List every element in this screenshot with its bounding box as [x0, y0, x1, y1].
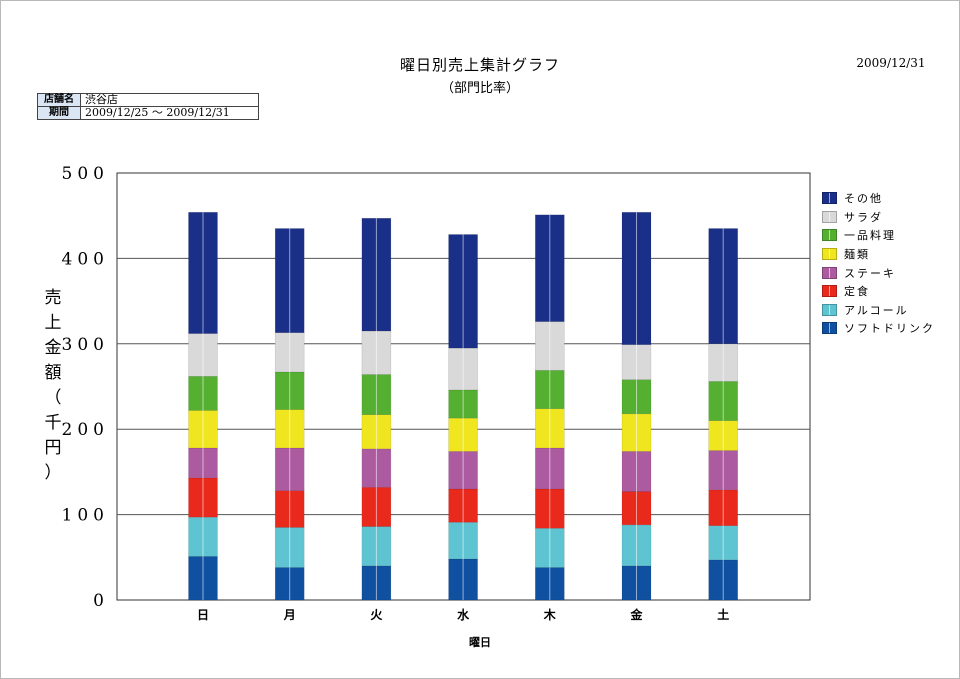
legend-label: その他 — [844, 192, 883, 206]
info-value-period: 2009/12/25 〜 2009/12/31 — [80, 106, 259, 120]
y-axis-label-char: ） — [44, 463, 62, 483]
y-axis-label-char: 円 — [44, 438, 62, 458]
legend-item: サラダ — [822, 208, 935, 227]
legend-swatch — [822, 266, 837, 279]
x-tick-label: 水 — [457, 607, 470, 622]
legend-item: 麺類 — [822, 245, 935, 264]
y-axis-label-char: 金 — [44, 338, 62, 358]
legend-item: 定食 — [822, 282, 935, 301]
legend-item: 一品料理 — [822, 226, 935, 245]
x-tick-label: 火 — [370, 608, 383, 622]
y-tick-label: 0 — [93, 591, 109, 611]
x-tick-label: 金 — [629, 607, 643, 622]
legend-swatch — [822, 248, 837, 261]
legend-swatch — [822, 192, 837, 205]
y-tick-label: 500 — [62, 164, 109, 184]
legend-label: 一品料理 — [844, 229, 896, 243]
y-axis-label-char: 上 — [44, 313, 62, 333]
info-row-period: 期間 2009/12/25 〜 2009/12/31 — [37, 106, 259, 120]
chart-title: 曜日別売上集計グラフ — [399, 56, 560, 74]
legend-swatch — [822, 303, 837, 316]
legend-item: ソフトドリンク — [822, 319, 935, 338]
y-tick-label: 100 — [62, 506, 109, 526]
legend-item: アルコール — [822, 301, 935, 320]
chart-subtitle: （部門比率） — [440, 81, 519, 96]
legend-label: 定食 — [844, 285, 870, 299]
legend-label: ソフトドリンク — [844, 322, 935, 336]
legend-swatch — [822, 210, 837, 223]
y-tick-label: 200 — [62, 420, 109, 440]
chart-legend: その他サラダ一品料理麺類ステーキ定食アルコールソフトドリンク — [822, 189, 935, 338]
y-tick-label: 400 — [62, 249, 109, 269]
legend-label: 麺類 — [844, 248, 870, 262]
legend-label: サラダ — [844, 210, 883, 224]
legend-label: ステーキ — [844, 266, 896, 280]
legend-label: アルコール — [844, 303, 909, 317]
x-axis-label: 曜日 — [469, 636, 491, 649]
legend-swatch — [822, 229, 837, 242]
legend-item: その他 — [822, 189, 935, 208]
x-tick-label: 日 — [197, 608, 209, 622]
info-row-store: 店舗名 渋谷店 — [37, 93, 259, 107]
legend-swatch — [822, 285, 837, 298]
y-axis-label: 売上金額 （ 千円 ） — [40, 286, 66, 486]
y-axis-label-char: 額 — [44, 363, 62, 383]
y-axis-label-char: 売 — [44, 288, 62, 308]
y-axis-label-char: （ — [44, 388, 62, 408]
x-tick-label: 土 — [717, 607, 729, 622]
report-date: 2009/12/31 — [856, 56, 926, 70]
info-table: 店舗名 渋谷店 期間 2009/12/25 〜 2009/12/31 — [37, 93, 259, 120]
x-tick-label: 月 — [283, 608, 296, 622]
y-tick-label: 300 — [62, 335, 109, 355]
legend-swatch — [822, 322, 837, 335]
x-tick-label: 木 — [543, 607, 557, 622]
y-axis-label-char: 千 — [44, 413, 62, 433]
legend-item: ステーキ — [822, 263, 935, 282]
